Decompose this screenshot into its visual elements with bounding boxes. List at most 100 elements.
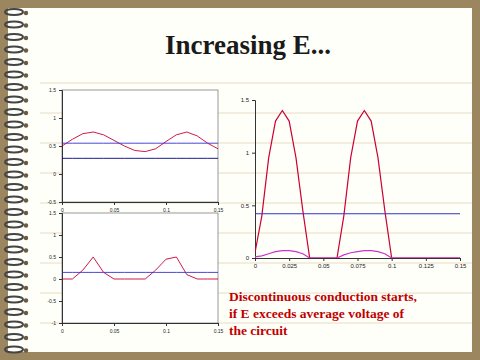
axis-line	[63, 203, 219, 206]
tick: 0.5	[49, 254, 62, 260]
tick-label: 0.15	[455, 263, 467, 269]
tick-mark	[252, 258, 255, 259]
spiral-ring	[5, 59, 23, 65]
spiral-hole	[24, 348, 28, 352]
spiral-ring	[5, 284, 23, 290]
series-line	[62, 158, 218, 159]
spiral-hole	[24, 286, 28, 290]
border	[0, 0, 480, 360]
tick: 0.1	[163, 202, 170, 213]
y-axis: -1-0.500.511.5	[47, 210, 62, 326]
spiral-hole	[24, 48, 28, 52]
spiral-hole	[24, 23, 28, 27]
ruled-line	[40, 83, 472, 84]
tick: 0.15	[455, 258, 467, 269]
spiral-hole	[24, 173, 28, 177]
spiral-hole	[24, 261, 28, 265]
tick: 0.125	[419, 258, 435, 269]
plot-frame	[62, 90, 218, 202]
series-line	[62, 143, 218, 144]
chart: 00.050.10.15-1-0.500.511.5	[47, 210, 223, 333]
plot-area	[255, 111, 460, 258]
tick: 1	[53, 115, 62, 121]
tick-mark	[59, 146, 62, 147]
spiral-hole	[24, 323, 28, 327]
tick: 0.1	[388, 258, 397, 269]
tick-label: 0	[61, 207, 64, 213]
tick-label: 1.5	[49, 210, 56, 216]
plot-area	[62, 257, 218, 279]
tick-label: 0.15	[214, 328, 224, 334]
tick-mark	[252, 153, 255, 154]
tick: 0.15	[214, 202, 224, 213]
spiral-hole	[24, 186, 28, 190]
tick-mark	[289, 258, 290, 261]
spiral-hole	[24, 86, 28, 90]
ruled-lines	[40, 83, 472, 323]
spiral-ring	[5, 247, 23, 253]
tick-label: 1	[53, 115, 56, 121]
tick: -0.5	[47, 298, 62, 304]
tick-mark	[358, 258, 359, 261]
tick-mark	[59, 90, 62, 91]
tick-label: 1	[53, 232, 56, 238]
tick-label: 0.1	[163, 328, 170, 334]
series-line	[255, 213, 460, 214]
tick-mark	[114, 202, 115, 205]
axis-line	[59, 214, 63, 324]
tick-label: 0.075	[350, 263, 366, 269]
spiral-ring	[5, 222, 23, 228]
tick-label: 0	[61, 328, 64, 334]
tick: 0.05	[318, 258, 330, 269]
tick-mark	[59, 202, 62, 203]
tick-mark	[252, 205, 255, 206]
x-axis: 0 0.025 0.05 0.075 0.1 0.125 0.15	[254, 258, 467, 269]
tick: 0.5	[241, 203, 255, 209]
spiral-hole	[24, 248, 28, 252]
tick: 0.05	[110, 323, 120, 334]
tick-mark	[114, 323, 115, 326]
spiral-ring	[5, 34, 23, 40]
tick-label: 0.15	[214, 207, 224, 213]
spiral-hole	[24, 36, 28, 40]
axis-line	[256, 259, 461, 262]
chart: 00.0250.050.0750.10.1250.1500.511.5	[241, 97, 467, 269]
spiral-ring	[5, 109, 23, 115]
tick-mark	[59, 213, 62, 214]
tick: 1.5	[49, 87, 62, 93]
tick: 0	[53, 276, 62, 282]
tick: 0.15	[214, 323, 224, 334]
spiral-hole	[24, 161, 28, 165]
tick-label: 0.025	[282, 263, 298, 269]
axis-line	[59, 91, 63, 203]
spiral-ring	[5, 334, 23, 340]
tick-mark	[392, 258, 393, 261]
tick: 1	[246, 150, 255, 156]
tick-mark	[218, 202, 219, 205]
spiral-hole	[24, 223, 28, 227]
spiral-ring	[5, 72, 23, 78]
tick-mark	[426, 258, 427, 261]
tick-mark	[59, 118, 62, 119]
spiral-ring	[5, 197, 23, 203]
tick: 0	[53, 171, 62, 177]
tick: 0	[254, 258, 258, 269]
spiral-ring	[5, 297, 23, 303]
tick-label: 0.1	[163, 207, 170, 213]
spiral-hole	[24, 61, 28, 65]
series-line	[255, 111, 460, 258]
y-axis: 00.511.5	[241, 97, 256, 261]
tick-mark	[166, 202, 167, 205]
spiral-hole	[24, 11, 28, 15]
tick: 0.05	[110, 202, 120, 213]
tick-mark	[59, 279, 62, 280]
tick-mark	[59, 174, 62, 175]
tick: 0	[246, 255, 255, 261]
tick: -0.5	[47, 199, 62, 205]
tick-label: 0	[246, 255, 250, 261]
tick-label: 0.05	[318, 263, 330, 269]
spiral-hole	[24, 98, 28, 102]
spiral-ring	[5, 22, 23, 28]
spiral-ring	[5, 122, 23, 128]
x-axis: 0 0.05 0.1 0.15	[61, 323, 223, 334]
